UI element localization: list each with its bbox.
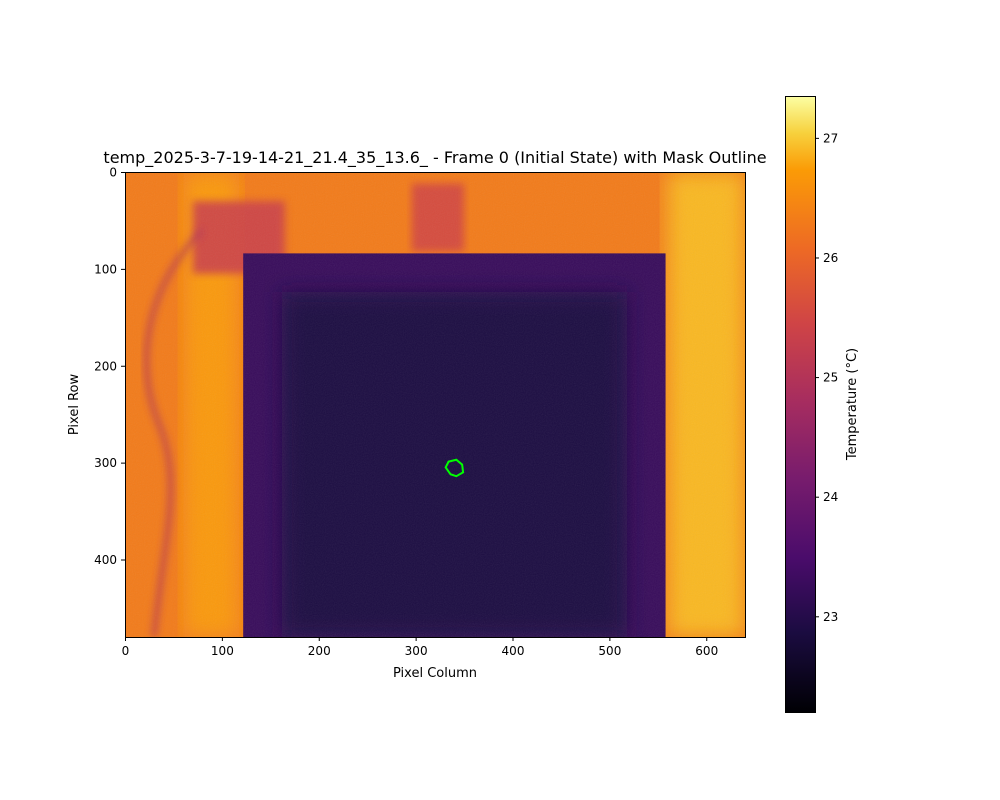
colorbar-label: Temperature (°C) xyxy=(845,348,860,461)
colorbar-tick-label: 23 xyxy=(823,610,838,624)
x-tick-label: 500 xyxy=(598,644,621,658)
y-tick-label: 400 xyxy=(94,553,117,567)
heatmap-noise xyxy=(125,172,745,637)
colorbar-axis: 23 24 25 26 27 xyxy=(815,131,838,624)
colorbar xyxy=(785,96,815,712)
x-tick-label: 200 xyxy=(308,644,331,658)
x-axis: 0 100 200 300 400 500 600 xyxy=(122,637,718,658)
colorbar-frame xyxy=(785,96,816,713)
mask-outline xyxy=(444,458,465,478)
heatmap-image xyxy=(125,172,745,637)
x-axis-label: Pixel Column xyxy=(393,666,477,681)
y-tick-label: 300 xyxy=(94,456,117,470)
x-tick-label: 400 xyxy=(502,644,525,658)
colorbar-tick-label: 27 xyxy=(823,131,838,145)
y-axis: 0 100 200 300 400 xyxy=(94,166,125,567)
y-tick-label: 200 xyxy=(94,359,117,373)
x-tick-label: 300 xyxy=(405,644,428,658)
chart-title: temp_2025-3-7-19-14-21_21.4_35_13.6_ - F… xyxy=(103,148,766,168)
plot-frame xyxy=(125,172,746,638)
x-tick-label: 0 xyxy=(122,644,130,658)
colorbar-tick-label: 24 xyxy=(823,490,838,504)
y-tick-label: 100 xyxy=(94,262,117,276)
x-tick-label: 100 xyxy=(211,644,234,658)
colorbar-tick-label: 26 xyxy=(823,251,838,265)
y-tick-label: 0 xyxy=(109,166,117,180)
x-tick-label: 600 xyxy=(695,644,718,658)
y-axis-label: Pixel Row xyxy=(67,374,82,436)
colorbar-tick-label: 25 xyxy=(823,371,838,385)
